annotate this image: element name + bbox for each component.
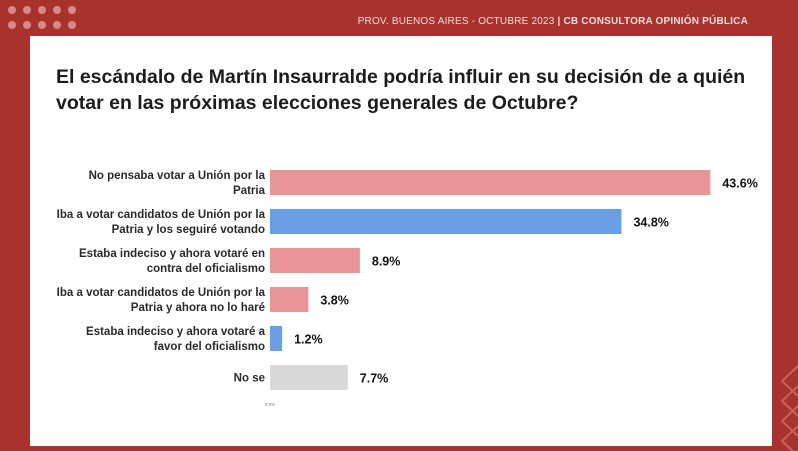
decorative-dot bbox=[8, 21, 16, 29]
value-label: 43.6% bbox=[722, 177, 757, 191]
category-label: Iba a votar candidatos de Unión por la bbox=[57, 209, 266, 221]
decorative-dot bbox=[23, 21, 31, 29]
category-label: Iba a votar candidatos de Unión por la bbox=[57, 287, 266, 299]
bar bbox=[270, 326, 283, 351]
category-label: Patria y los seguiré votando bbox=[112, 224, 265, 236]
decorative-dot bbox=[68, 21, 76, 29]
decorative-dot bbox=[38, 21, 46, 29]
header-survey-label: PROV. BUENOS AIRES - OCTUBRE 2023 bbox=[357, 16, 555, 27]
category-label: No se bbox=[234, 373, 265, 385]
category-label: Patria bbox=[233, 185, 266, 197]
value-label: 8.9% bbox=[372, 255, 401, 269]
bar bbox=[270, 170, 711, 195]
decorative-dots bbox=[8, 6, 96, 40]
header-separator: | bbox=[554, 16, 564, 27]
value-label: 1.2% bbox=[294, 333, 323, 347]
bar bbox=[270, 209, 622, 234]
value-label: 3.8% bbox=[320, 294, 349, 308]
bar bbox=[270, 365, 348, 390]
slide-panel: El escándalo de Martín Insaurralde podrí… bbox=[30, 36, 772, 446]
category-label: Estaba indeciso y ahora votaré en bbox=[79, 248, 265, 260]
bar bbox=[270, 248, 360, 273]
header-source: PROV. BUENOS AIRES - OCTUBRE 2023 | CB C… bbox=[358, 16, 748, 27]
category-label: Patria y ahora no lo haré bbox=[131, 302, 265, 314]
value-label: 34.8% bbox=[633, 216, 668, 230]
decorative-dot bbox=[53, 21, 61, 29]
chart-title: El escándalo de Martín Insaurralde podrí… bbox=[56, 66, 746, 114]
category-label: Estaba indeciso y ahora votaré a bbox=[86, 326, 266, 338]
decorative-dot bbox=[23, 6, 31, 14]
bar-chart: No pensaba votar a Unión por la Patria 43.… bbox=[57, 170, 758, 407]
bar bbox=[270, 287, 309, 312]
decorative-dot bbox=[8, 6, 16, 14]
category-label: No pensaba votar a Unión por la bbox=[89, 170, 266, 182]
value-label: 7.7% bbox=[360, 372, 389, 386]
decorative-dot bbox=[38, 6, 46, 14]
decorative-dot bbox=[53, 6, 61, 14]
x-axis-tick-label: 0.0% bbox=[265, 402, 275, 407]
decorative-chevrons bbox=[780, 365, 798, 451]
decorative-dot bbox=[68, 6, 76, 14]
header-brand: CB CONSULTORA OPINIÓN PÚBLICA bbox=[563, 16, 748, 27]
category-label: contra del oficialismo bbox=[147, 263, 265, 275]
category-label: favor del oficialismo bbox=[154, 341, 265, 353]
